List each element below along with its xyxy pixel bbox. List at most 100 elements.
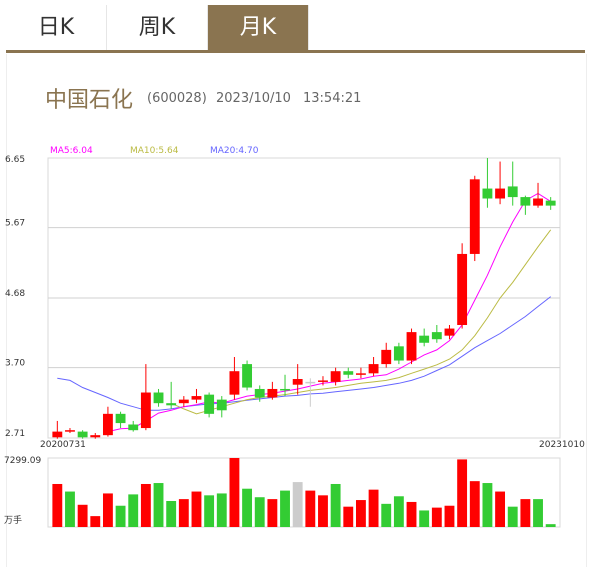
- candle-body: [330, 371, 341, 382]
- volume-bar: [292, 482, 303, 527]
- candle-body: [229, 371, 240, 395]
- stock-code: (600028): [147, 91, 207, 106]
- candle-body: [153, 392, 164, 404]
- candle-body: [166, 403, 177, 406]
- volume-bar: [153, 483, 164, 527]
- quote-date: 2023/10/10: [216, 91, 291, 106]
- candle-body: [343, 371, 354, 375]
- volume-bar: [393, 496, 404, 527]
- y-tick-label: 2.71: [5, 429, 25, 439]
- candle-body: [406, 332, 417, 361]
- y-tick-label: 5.67: [5, 219, 25, 229]
- tab-underline: [6, 50, 585, 53]
- volume-bar: [102, 493, 113, 527]
- candle-body: [469, 179, 480, 254]
- volume-bar: [254, 497, 265, 527]
- volume-bar: [305, 490, 316, 527]
- candle-body: [393, 346, 404, 361]
- volume-bar: [355, 500, 366, 527]
- volume-bar: [178, 499, 189, 527]
- volume-bar: [431, 507, 442, 527]
- candle-body: [533, 198, 543, 206]
- volume-bar: [444, 505, 455, 527]
- candle-body: [242, 364, 253, 388]
- candle-body: [305, 381, 316, 384]
- legend-entry: MA10:5.64: [130, 146, 179, 156]
- volume-bar: [381, 503, 392, 527]
- x-start-label: 20200731: [40, 440, 86, 450]
- x-end-label: 20231010: [539, 440, 585, 450]
- volume-bar: [330, 483, 341, 527]
- candle-body: [280, 388, 290, 391]
- volume-bar: [191, 491, 202, 527]
- y-tick-label: 6.65: [5, 155, 25, 165]
- candle-body: [102, 413, 113, 436]
- candle-body: [318, 380, 328, 382]
- chart-panel: [6, 54, 587, 567]
- candle-body: [115, 413, 126, 424]
- candle-body: [90, 435, 101, 438]
- candle-body: [140, 392, 151, 429]
- candle-body: [128, 424, 139, 431]
- y-tick-label: 4.68: [5, 289, 25, 299]
- legend-entry: MA20:4.70: [210, 146, 259, 156]
- quote-time: 13:54:21: [303, 91, 362, 106]
- volume-bar: [533, 499, 543, 527]
- legend-entry: MA5:6.04: [50, 146, 93, 156]
- volume-bar: [90, 516, 101, 527]
- candle-body: [507, 186, 518, 198]
- volume-bar: [318, 495, 328, 527]
- volume-bar: [406, 501, 417, 527]
- candle-body: [457, 253, 468, 326]
- volume-bar: [216, 493, 227, 527]
- volume-bar: [140, 483, 151, 527]
- candle-body: [381, 349, 392, 365]
- ma5-line: [107, 192, 551, 433]
- volume-bar: [267, 499, 278, 527]
- volume-bar: [343, 506, 354, 527]
- volume-bar: [495, 491, 506, 527]
- volume-bar: [482, 483, 493, 527]
- candle-body: [419, 335, 430, 343]
- volume-bar: [457, 459, 468, 527]
- volume-bar: [166, 501, 177, 527]
- volume-bar: [115, 505, 126, 527]
- volume-bar: [242, 488, 253, 527]
- candle-body: [495, 188, 506, 199]
- volume-max-label: 7299.09: [4, 456, 41, 466]
- candle-body: [368, 364, 379, 374]
- stock-name: 中国石化: [45, 88, 134, 113]
- period-tabs: 日K 周K 月K: [6, 5, 309, 51]
- candle-body: [178, 399, 189, 404]
- candle-body: [77, 431, 88, 438]
- volume-bar: [52, 483, 63, 527]
- candle-body: [65, 430, 75, 432]
- candle-body: [520, 197, 531, 206]
- volume-bar: [280, 490, 290, 527]
- volume-bar: [469, 481, 480, 527]
- tab-daily-k[interactable]: 日K: [6, 5, 107, 51]
- volume-plot-frame: [47, 457, 561, 528]
- candle-body: [254, 388, 265, 398]
- volume-bar: [77, 504, 88, 527]
- volume-bar: [229, 458, 240, 527]
- candle-body: [355, 373, 366, 375]
- candle-body: [216, 399, 227, 411]
- volume-unit-label: 万手: [4, 514, 22, 526]
- y-tick-label: 3.70: [5, 359, 25, 369]
- candle-body: [52, 431, 63, 438]
- candle-body: [482, 188, 493, 199]
- tab-weekly-k[interactable]: 周K: [107, 5, 208, 51]
- volume-bar: [368, 489, 379, 527]
- volume-bar: [65, 491, 75, 527]
- tab-monthly-k[interactable]: 月K: [208, 5, 309, 51]
- volume-bar: [128, 494, 139, 527]
- volume-bar: [545, 524, 556, 527]
- volume-bar: [520, 499, 531, 527]
- volume-bar: [419, 510, 430, 527]
- candle-body: [191, 396, 202, 400]
- candle-body: [267, 388, 278, 398]
- candle-body: [292, 379, 303, 385]
- candle-body: [204, 394, 215, 414]
